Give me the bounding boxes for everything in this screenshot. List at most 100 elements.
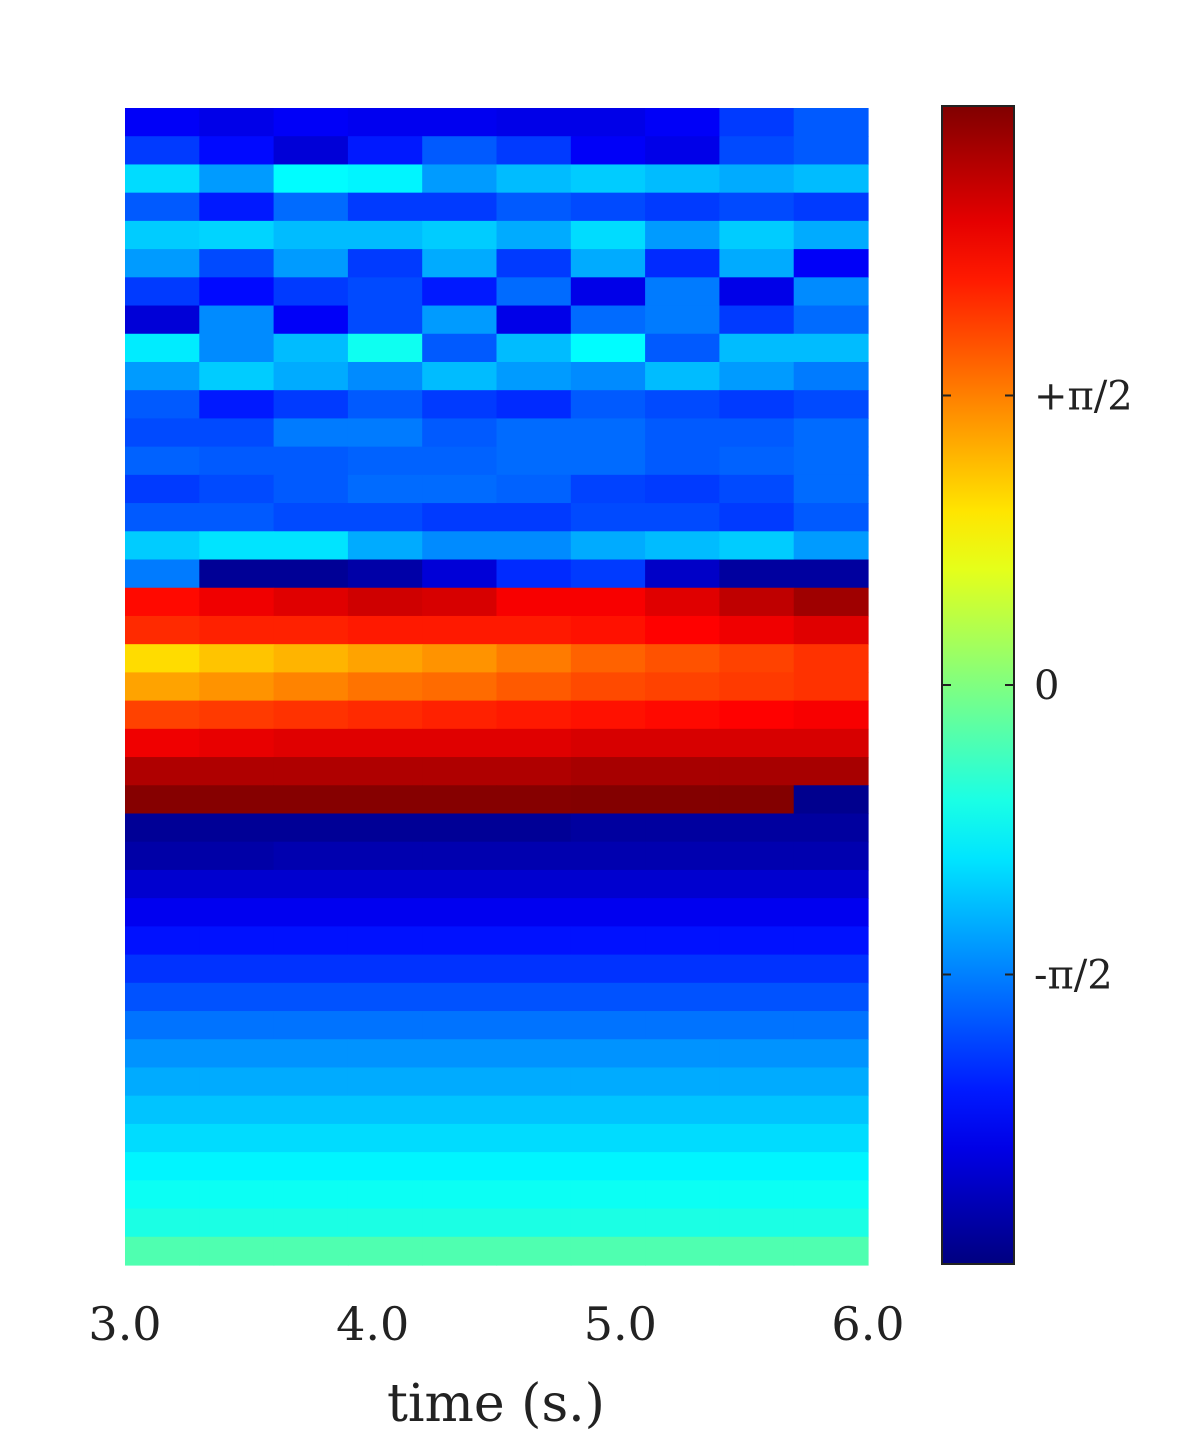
heatmap-cell [719, 813, 795, 843]
heatmap-cell [422, 136, 498, 166]
heatmap-cell [793, 926, 869, 956]
heatmap-cell [125, 361, 200, 391]
heatmap-cell [199, 333, 275, 363]
heatmap-cell [347, 1123, 423, 1153]
heatmap-cell [273, 277, 349, 307]
heatmap-cell [125, 1236, 200, 1266]
heatmap-cell [645, 474, 720, 504]
heatmap-cell [496, 418, 572, 448]
heatmap-cell [719, 390, 795, 420]
heatmap-cell [422, 474, 498, 504]
heatmap-cell [422, 1095, 498, 1125]
heatmap-cell [199, 1236, 275, 1266]
heatmap-cell [570, 446, 646, 476]
heatmap-cell [645, 954, 720, 984]
heatmap-cell [125, 615, 200, 645]
heatmap-cell [125, 333, 200, 363]
heatmap-cell [570, 785, 646, 815]
heatmap-cell [570, 644, 646, 673]
heatmap-cell [793, 1208, 869, 1238]
heatmap-cell [273, 898, 349, 927]
heatmap-cell [422, 1208, 498, 1238]
heatmap-cell [719, 982, 795, 1012]
heatmap-cell [273, 869, 349, 899]
heatmap-cell [125, 446, 200, 476]
heatmap-cell [273, 305, 349, 335]
heatmap-cell [125, 1095, 200, 1125]
heatmap-cell [645, 615, 720, 645]
heatmap-cell [422, 164, 498, 194]
heatmap-cell [645, 1039, 720, 1069]
heatmap-cell [273, 1208, 349, 1238]
heatmap-cell [125, 982, 200, 1012]
heatmap-cell [199, 474, 275, 504]
heatmap-cell [645, 249, 720, 278]
heatmap-cell [199, 785, 275, 815]
heatmap-cell [273, 531, 349, 561]
heatmap-cell [645, 869, 720, 899]
heatmap-cell [422, 418, 498, 448]
heatmap-cell [793, 757, 869, 786]
heatmap-cell [719, 644, 795, 673]
heatmap-cell [422, 277, 498, 307]
heatmap-cell [199, 503, 275, 532]
heatmap-cell [793, 164, 869, 194]
heatmap-cell [719, 192, 795, 222]
heatmap-cell [347, 192, 423, 222]
heatmap-cell [347, 164, 423, 194]
heatmap-cell [199, 1152, 275, 1181]
heatmap-cell [125, 305, 200, 335]
heatmap-cell [793, 192, 869, 222]
heatmap-cell [347, 474, 423, 504]
heatmap-cell [422, 361, 498, 391]
heatmap-cell [422, 1236, 498, 1266]
heatmap-cell [645, 503, 720, 532]
heatmap-cell [570, 982, 646, 1012]
heatmap-cell [793, 390, 869, 420]
heatmap-cell [719, 1152, 795, 1181]
heatmap-cell [719, 305, 795, 335]
heatmap-cell [125, 926, 200, 956]
heatmap-cell [645, 1208, 720, 1238]
heatmap-cell [570, 305, 646, 335]
heatmap-cell [645, 1236, 720, 1266]
heatmap-cell [496, 136, 572, 166]
heatmap-cell [273, 982, 349, 1012]
heatmap-cell [793, 474, 869, 504]
heatmap-cell [496, 249, 572, 278]
heatmap-cell [347, 446, 423, 476]
heatmap-cell [347, 277, 423, 307]
heatmap-cell [125, 531, 200, 561]
heatmap-cell [273, 644, 349, 673]
heatmap-cell [645, 1011, 720, 1040]
heatmap-cell [719, 1011, 795, 1040]
heatmap-cell [199, 1067, 275, 1097]
heatmap-cell [570, 1236, 646, 1266]
heatmap-cell [793, 220, 869, 250]
heatmap-cell [719, 1067, 795, 1097]
heatmap-cell [719, 587, 795, 617]
heatmap-cell [793, 615, 869, 645]
heatmap-cell [347, 531, 423, 561]
heatmap-cell [496, 813, 572, 843]
heatmap-cell [199, 136, 275, 166]
heatmap-cell [125, 644, 200, 673]
heatmap-cell [347, 249, 423, 278]
heatmap-cell [719, 615, 795, 645]
heatmap-cell [719, 954, 795, 984]
heatmap-cell [422, 1180, 498, 1210]
heatmap-cell [645, 700, 720, 730]
heatmap-cell [125, 418, 200, 448]
heatmap-cell [199, 700, 275, 730]
heatmap-cell [570, 361, 646, 391]
heatmap-cell [422, 728, 498, 758]
heatmap-cell [347, 785, 423, 815]
heatmap-cell [570, 1011, 646, 1040]
heatmap-cell [645, 757, 720, 786]
heatmap-cell [273, 1180, 349, 1210]
heatmap-cell [645, 785, 720, 815]
heatmap-cell [496, 531, 572, 561]
heatmap-cell [199, 559, 275, 589]
heatmap-cell [496, 1180, 572, 1210]
heatmap-cell [347, 926, 423, 956]
